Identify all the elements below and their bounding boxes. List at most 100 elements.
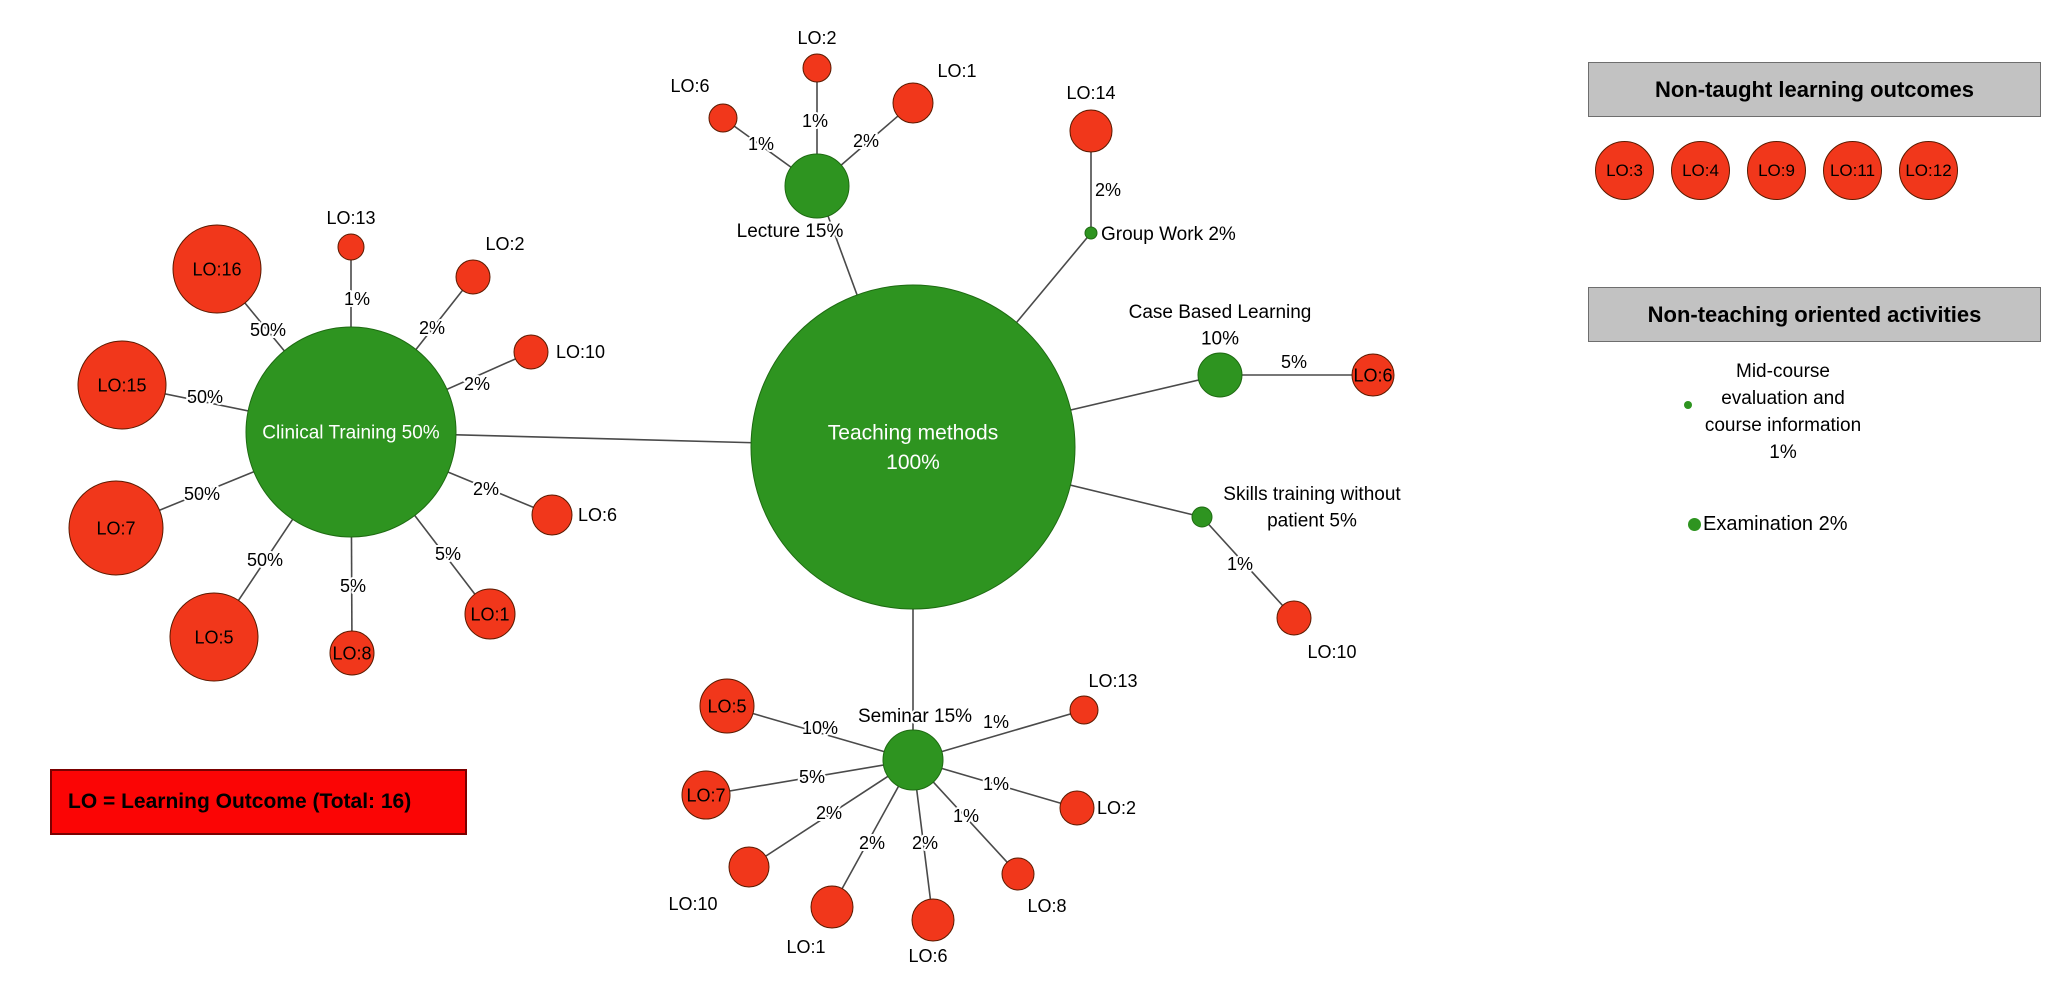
node-label-s8: LO:8	[1027, 896, 1066, 916]
non-taught-lo-row: LO:3 LO:4 LO:9 LO:11 LO:12	[1595, 141, 1958, 200]
edge-label-seminar-s2: 1%	[983, 774, 1009, 794]
non-teaching-header: Non-teaching oriented activities	[1588, 287, 2041, 342]
edge-label-clinical-c10: 2%	[464, 374, 490, 394]
node-label-l6: LO:6	[670, 76, 709, 96]
node-c2	[455, 259, 491, 295]
node-teaching	[750, 284, 1076, 610]
node-label-lo14: LO:14	[1066, 83, 1115, 103]
node-label-groupwork: Group Work 2%	[1101, 224, 1236, 245]
node-label-c13: LO:13	[326, 208, 375, 228]
node-c10	[513, 334, 549, 370]
node-s8	[1001, 857, 1035, 891]
node-label-teaching: 100%	[886, 451, 940, 474]
edge-label-seminar-s13: 1%	[983, 712, 1009, 732]
node-c8	[329, 630, 375, 676]
edge-label-cbl-cbl6: 5%	[1281, 352, 1307, 372]
node-label-s7: LO:7	[686, 785, 725, 805]
edge-label-seminar-s8: 1%	[953, 806, 979, 826]
non-taught-lo-circle: LO:3	[1595, 141, 1654, 200]
mid-course-text: Mid-course evaluation and course informa…	[1690, 358, 1876, 466]
node-c1	[464, 588, 516, 640]
node-label-s6: LO:6	[908, 946, 947, 966]
node-c13	[337, 233, 365, 261]
node-cbl	[1197, 352, 1243, 398]
node-cbl6	[1351, 353, 1395, 397]
node-label-c16: LO:16	[192, 259, 241, 279]
edge-label-clinical-c15: 50%	[187, 387, 223, 407]
node-label-sk10: LO:10	[1307, 642, 1356, 662]
edge-label-clinical-c13: 1%	[344, 289, 370, 309]
node-label-cbl6: LO:6	[1353, 365, 1392, 385]
edge-label-seminar-s10: 2%	[816, 803, 842, 823]
node-sk10	[1276, 600, 1312, 636]
node-label-cbl: 10%	[1201, 329, 1239, 350]
mid-course-line: Mid-course	[1736, 361, 1830, 382]
node-label-seminar: Seminar 15%	[858, 706, 972, 727]
node-c5	[169, 592, 259, 682]
node-s10	[728, 846, 770, 888]
node-s13	[1069, 695, 1099, 725]
edge-seminar-s5	[726, 705, 914, 761]
edge-label-seminar-s6: 2%	[912, 833, 938, 853]
node-groupwork	[1084, 226, 1098, 240]
node-l1	[892, 82, 934, 124]
edge-label-lecture-l2: 1%	[802, 111, 828, 131]
mid-course-line: evaluation and	[1721, 388, 1845, 409]
legend-text: LO = Learning Outcome (Total: 16)	[68, 790, 412, 813]
mid-course-line: 1%	[1769, 442, 1797, 463]
non-taught-lo-circle: LO:4	[1671, 141, 1730, 200]
node-label-c7: LO:7	[96, 518, 135, 538]
edge-label-clinical-c6: 2%	[473, 479, 499, 499]
non-taught-lo-circle: LO:11	[1823, 141, 1882, 200]
node-label-c15: LO:15	[97, 375, 146, 395]
legend-box: LO = Learning Outcome (Total: 16)	[50, 769, 467, 835]
node-c7	[68, 480, 164, 576]
edge-label-groupwork-lo14: 2%	[1095, 180, 1121, 200]
node-c16	[172, 224, 262, 314]
node-label-c6: LO:6	[578, 505, 617, 525]
node-s7	[681, 770, 731, 820]
node-label-s10: LO:10	[668, 894, 717, 914]
node-label-teaching: Teaching methods	[828, 422, 998, 445]
edge-label-seminar-s7: 5%	[799, 767, 825, 787]
non-taught-title: Non-taught learning outcomes	[1655, 76, 1974, 102]
edge-seminar-s7	[705, 759, 914, 796]
node-s2	[1059, 790, 1095, 826]
examination-block: Examination 2%	[1688, 513, 1848, 536]
edge-label-clinical-c7: 50%	[184, 484, 220, 504]
node-label-s5: LO:5	[707, 696, 746, 716]
node-label-skills: patient 5%	[1267, 511, 1357, 532]
node-label-s13: LO:13	[1088, 671, 1137, 691]
node-clinical	[245, 326, 457, 538]
non-taught-lo-circle: LO:12	[1899, 141, 1958, 200]
edge-label-clinical-c16: 50%	[250, 320, 286, 340]
node-label-c1: LO:1	[470, 604, 509, 624]
non-taught-lo-circle: LO:9	[1747, 141, 1806, 200]
mid-course-line: course information	[1704, 415, 1862, 436]
node-label-skills: Skills training without	[1223, 484, 1401, 505]
node-label-clinical: Clinical Training 50%	[262, 423, 440, 444]
node-lo14	[1069, 109, 1113, 153]
node-label-l1: LO:1	[937, 61, 976, 81]
node-s5	[699, 678, 755, 734]
edge-label-clinical-c1: 5%	[435, 544, 461, 564]
node-label-s2: LO:2	[1097, 798, 1136, 818]
node-label-c8: LO:8	[332, 643, 371, 663]
node-c6	[531, 494, 573, 536]
non-teaching-title: Non-teaching oriented activities	[1647, 301, 1982, 327]
node-skills	[1191, 506, 1213, 528]
node-s1	[810, 885, 854, 929]
non-taught-header: Non-taught learning outcomes	[1588, 62, 2041, 117]
edge-label-lecture-l6: 1%	[748, 134, 774, 154]
node-label-c10: LO:10	[556, 342, 605, 362]
examination-label: Examination 2%	[1703, 513, 1848, 535]
edge-label-clinical-c5: 50%	[247, 550, 283, 570]
edge-label-lecture-l1: 2%	[853, 131, 879, 151]
mid-course-dot	[1684, 401, 1692, 409]
edge-label-seminar-s1: 2%	[859, 833, 885, 853]
node-s6	[911, 898, 955, 942]
node-l6	[708, 103, 738, 133]
node-label-l2: LO:2	[797, 28, 836, 48]
